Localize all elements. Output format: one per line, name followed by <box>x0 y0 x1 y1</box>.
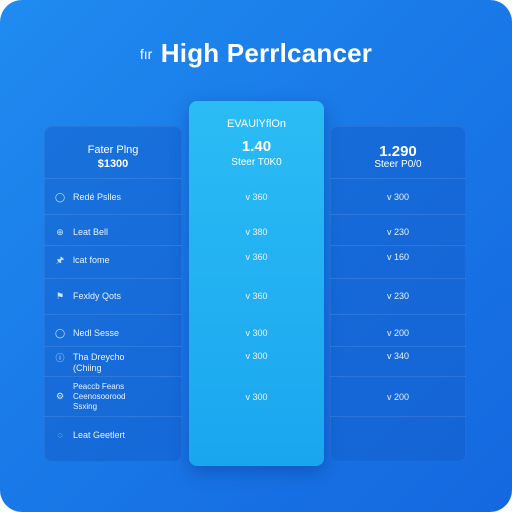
feature-value-middle: v 300 <box>245 328 268 338</box>
row-divider <box>44 214 182 215</box>
plan-right-price: 1.290 <box>379 143 417 160</box>
feature-value-middle: v 360 <box>245 192 268 202</box>
row-divider <box>44 346 182 347</box>
pin-icon: 🖈 <box>55 255 65 265</box>
row-divider <box>44 278 182 279</box>
feature-value-right: v 230 <box>386 291 410 301</box>
row-divider <box>330 416 466 417</box>
plan-column-right[interactable] <box>330 126 466 462</box>
feature-label: lcat fome <box>73 255 110 265</box>
feature-value-right: v 340 <box>386 351 410 361</box>
feature-value-right: v 200 <box>386 328 410 338</box>
feature-value-right: v 160 <box>386 252 410 262</box>
circle-plus-icon: ⊕ <box>56 227 64 237</box>
row-divider <box>330 178 466 179</box>
row-divider <box>44 245 182 246</box>
feature-label: Tha Dreycho (Chiing <box>73 352 125 373</box>
page-title: fır High Perrlcancer <box>0 38 512 69</box>
plan-middle-price: 1.40 <box>241 138 272 155</box>
plan-left-name: Fater Plng <box>87 144 139 156</box>
row-divider <box>330 376 466 377</box>
plan-left-price: $1300 <box>97 158 129 170</box>
feature-label: Leat Bell <box>73 227 109 237</box>
row-divider <box>330 245 466 246</box>
circle-check-icon: ◯ <box>54 192 66 202</box>
plan-column-highlighted[interactable] <box>189 101 324 466</box>
row-divider <box>330 346 466 347</box>
plan-column-left[interactable] <box>44 126 182 462</box>
info-icon: ⓘ <box>55 353 65 363</box>
row-divider <box>44 416 182 417</box>
feature-value-right: v 200 <box>386 392 410 402</box>
plan-right-subtitle: Steer P0/0 <box>374 159 422 170</box>
feature-value-middle: v 380 <box>245 227 268 237</box>
flag-icon: ⚑ <box>55 291 65 301</box>
plan-middle-subtitle: Steer T0K0 <box>231 157 282 168</box>
row-divider <box>44 314 182 315</box>
settings-icon: ⚙ <box>55 391 65 401</box>
title-main: High Perrlcancer <box>160 38 373 68</box>
row-divider <box>330 278 466 279</box>
feature-value-middle: v 360 <box>245 252 268 262</box>
feature-label: Peaccb Feans Ceenosoorood Ssxing <box>73 382 126 411</box>
plan-middle-name: EVAUlYflOn <box>226 118 287 130</box>
circle-icon: ◯ <box>54 328 66 338</box>
row-divider <box>44 376 182 377</box>
feature-value-middle: v 300 <box>245 351 268 361</box>
row-divider <box>44 178 182 179</box>
chat-icon: ◌ <box>57 430 63 440</box>
feature-label: Leat Geetlert <box>73 430 126 440</box>
feature-label: Redé Pslles <box>73 192 122 202</box>
feature-label: Nedl Sesse <box>73 328 120 338</box>
title-prefix: fır <box>139 45 153 62</box>
feature-value-middle: v 360 <box>245 291 268 301</box>
feature-value-middle: v 300 <box>245 392 268 402</box>
feature-label: Fexldy Qots <box>73 291 122 301</box>
feature-value-right: v 230 <box>386 227 410 237</box>
feature-value-right: v 300 <box>386 192 410 202</box>
row-divider <box>330 214 466 215</box>
row-divider <box>330 314 466 315</box>
